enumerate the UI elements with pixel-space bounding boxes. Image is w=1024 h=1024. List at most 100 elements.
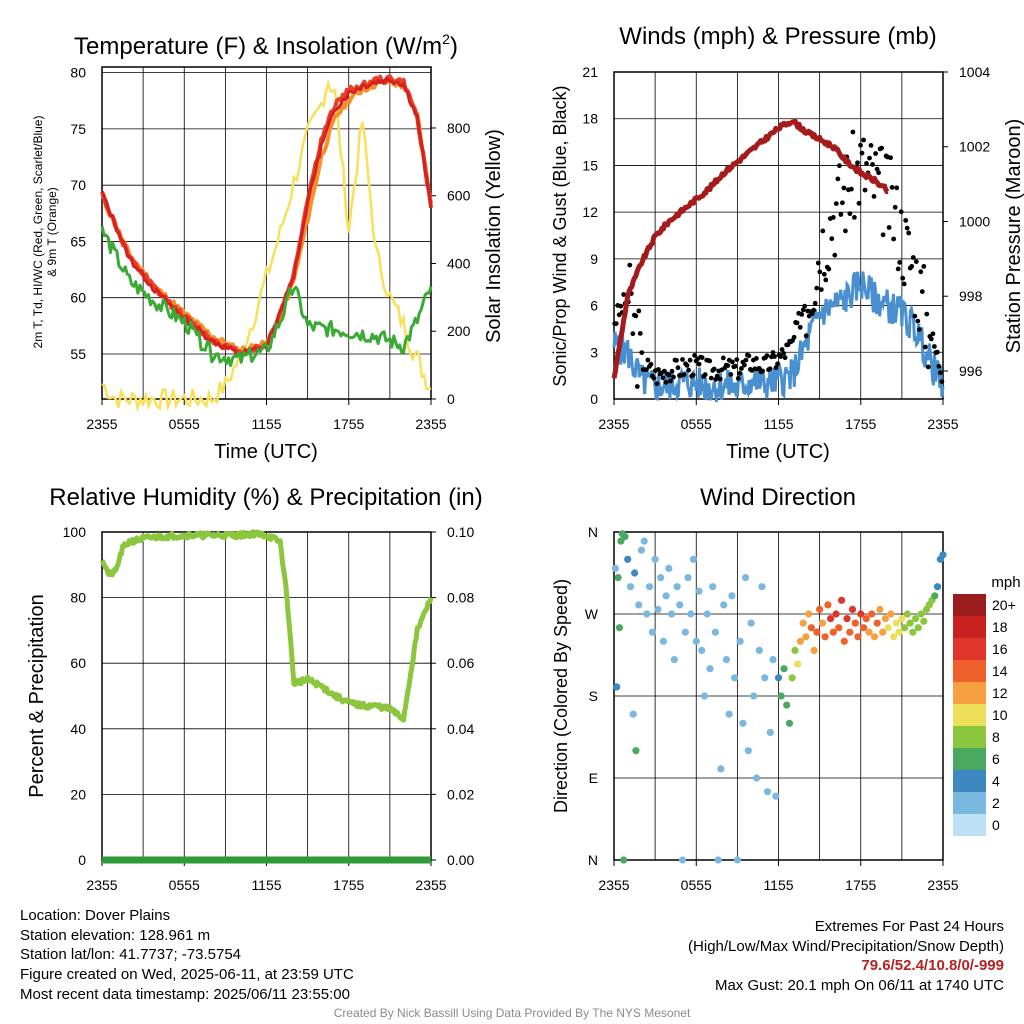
wind-x-tick-label: 2355: [927, 416, 958, 432]
legend-swatch: [953, 770, 986, 792]
direction-point: [848, 605, 857, 614]
direction-point: [646, 583, 654, 591]
direction-point: [681, 628, 689, 636]
direction-point: [813, 628, 821, 636]
gust-point: [850, 129, 856, 135]
temperature-right-axis-label: Solar Insolation (Yellow): [483, 129, 505, 343]
direction-point: [796, 637, 805, 645]
gust-point: [919, 289, 925, 294]
rh-x-tick-label: 0555: [169, 877, 200, 893]
gust-point: [735, 376, 741, 381]
direction-y-tick-label: N: [588, 524, 598, 540]
direction-point: [906, 619, 914, 627]
gust-point: [681, 372, 687, 377]
rh-x-tick-label: 1155: [251, 877, 281, 893]
gust-point: [797, 324, 803, 330]
rh-x-tick-label: 2355: [86, 877, 117, 893]
insolation-y2-tick-label: 200: [447, 323, 471, 339]
precip-y2-tick-label: 0.10: [447, 524, 474, 540]
wind-right-axis-label: Station Pressure (Maroon): [1003, 119, 1024, 354]
gust-point: [639, 350, 645, 355]
legend-title: mph: [991, 574, 1020, 591]
direction-point: [846, 628, 854, 636]
direction-point: [640, 537, 648, 545]
direction-panel: Wind Direction Direction (Colored By Spe…: [551, 484, 1021, 893]
gust-point: [725, 363, 731, 368]
gust-point: [858, 142, 863, 148]
gust-point: [803, 333, 809, 339]
gust-point: [873, 151, 878, 156]
temperature-x-tick-label: 2355: [415, 416, 446, 432]
gust-point: [856, 200, 862, 206]
gust-point: [820, 228, 826, 234]
gust-point: [861, 137, 866, 143]
direction-point: [626, 583, 635, 591]
recent-timestamp: Most recent data timestamp: 2025/06/11 2…: [20, 985, 350, 1003]
direction-point: [851, 619, 859, 627]
gust-point: [841, 185, 847, 191]
direction-point: [643, 610, 651, 618]
pressure-y2-tick-label: 1000: [959, 213, 990, 229]
gust-point: [901, 281, 907, 287]
gust-point: [832, 252, 838, 258]
temperature-x-tick-label: 1755: [333, 416, 364, 432]
direction-point: [821, 633, 829, 641]
gust-point: [656, 367, 661, 372]
gust-point: [891, 236, 896, 242]
legend-swatch: [953, 792, 986, 814]
temperature-y-tick-label: 55: [70, 346, 86, 362]
pressure-y2-tick-label: 998: [959, 288, 983, 304]
gust-point: [892, 204, 898, 210]
rh-line: [99, 529, 434, 723]
direction-point: [711, 628, 720, 636]
temperature-x-tick-label: 0555: [169, 416, 200, 432]
direction-point: [615, 624, 624, 632]
temperature-y-tick-label: 65: [70, 233, 86, 249]
temperature-panel: Temperature (F) & Insolation (W/m2) 2m T…: [31, 31, 505, 463]
gust-point: [818, 287, 824, 292]
extremes-values: 79.6/52.4/10.8/0/-999: [861, 957, 1004, 975]
temperature-y-tick-label: 70: [70, 177, 86, 193]
gust-point: [897, 260, 903, 265]
rh-x-tick-label: 1755: [333, 877, 364, 893]
direction-point: [827, 615, 835, 623]
gust-point: [729, 359, 735, 365]
direction-point: [881, 615, 890, 623]
gust-point: [630, 331, 636, 337]
direction-x-tick-label: 1155: [763, 877, 793, 893]
gust-point: [627, 262, 633, 268]
gust-point: [859, 150, 865, 156]
direction-point: [870, 633, 879, 641]
gust-point: [864, 161, 869, 166]
legend-label: 12: [992, 685, 1008, 701]
wind-y-tick-label: 21: [582, 64, 598, 80]
direction-point: [807, 624, 816, 632]
gust-point: [800, 307, 806, 313]
legend-label: 10: [992, 707, 1008, 723]
direction-y-tick-label: W: [585, 606, 599, 622]
gust-point: [734, 357, 740, 362]
legend-swatch: [953, 726, 986, 748]
direction-point: [912, 615, 920, 623]
direction-point: [670, 656, 678, 664]
wind-x-tick-label: 1755: [845, 416, 876, 432]
direction-point: [614, 574, 622, 582]
gust-point: [684, 363, 690, 368]
legend-swatch: [953, 594, 986, 616]
gust-point: [782, 355, 788, 361]
gust-point: [898, 209, 904, 215]
direction-point: [865, 628, 873, 636]
gust-point: [770, 350, 776, 355]
gust-point: [894, 185, 900, 191]
direction-point: [931, 592, 939, 600]
legend-label: 2: [992, 795, 1000, 811]
direction-point: [868, 610, 876, 618]
station-info: Location: Dover Plains Station elevation…: [20, 906, 354, 1005]
direction-point: [632, 747, 640, 755]
gust-point: [662, 368, 667, 374]
gust-point: [696, 361, 702, 367]
legend-label: 0: [992, 817, 1000, 833]
direction-point: [657, 574, 665, 582]
gust-point: [690, 372, 696, 378]
